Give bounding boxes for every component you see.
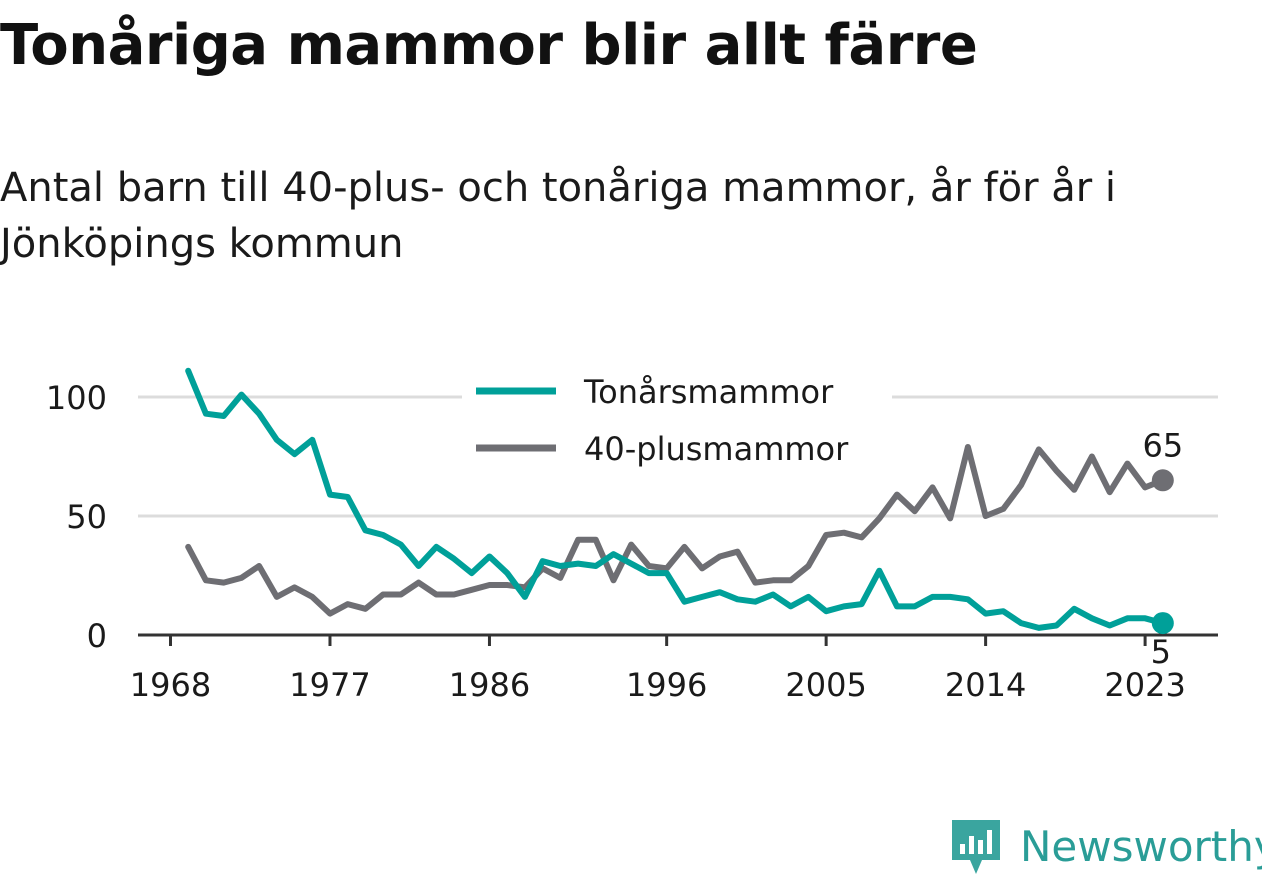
y-tick-label: 50 bbox=[66, 498, 107, 536]
legend: Tonårsmammor 40-plusmammor bbox=[462, 364, 892, 482]
newsworthy-brand: Newsworthy bbox=[950, 816, 1262, 880]
x-tick-label: 1986 bbox=[449, 666, 530, 704]
x-tick-label: 1996 bbox=[626, 666, 707, 704]
chart-subtitle: Antal barn till 40-plus- och tonåriga ma… bbox=[0, 165, 1117, 267]
axes: 0 50 100 1968 1977 1986 1996 2005 2014 2023 bbox=[46, 379, 1218, 704]
series-line-0 bbox=[185, 367, 1166, 631]
chart-title: Tonåriga mammor blir allt färre bbox=[0, 13, 978, 78]
x-tick-label: 1977 bbox=[289, 666, 370, 704]
end-labels: 5 65 bbox=[1140, 424, 1186, 674]
series-line-1 bbox=[185, 444, 1166, 617]
x-tick-label: 2023 bbox=[1104, 666, 1185, 704]
end-point-0 bbox=[1151, 612, 1174, 635]
legend-label: Tonårsmammor bbox=[583, 373, 834, 411]
brand-name: Newsworthy bbox=[1020, 822, 1262, 871]
legend-background bbox=[462, 364, 892, 482]
y-tick-label: 100 bbox=[46, 379, 107, 417]
end-label-plus40: 65 bbox=[1142, 426, 1183, 464]
end-label-teen: 5 bbox=[1151, 633, 1171, 671]
legend-label: 40-plusmammor bbox=[584, 430, 849, 468]
x-tick-label: 1968 bbox=[130, 666, 211, 704]
y-tick-label: 0 bbox=[87, 617, 107, 655]
series-lines bbox=[185, 367, 1174, 635]
bar-chart-speech-bubble-icon bbox=[952, 820, 1000, 874]
x-tick-label: 2014 bbox=[945, 666, 1026, 704]
end-point-1 bbox=[1151, 469, 1174, 492]
x-tick-label: 2005 bbox=[785, 666, 866, 704]
